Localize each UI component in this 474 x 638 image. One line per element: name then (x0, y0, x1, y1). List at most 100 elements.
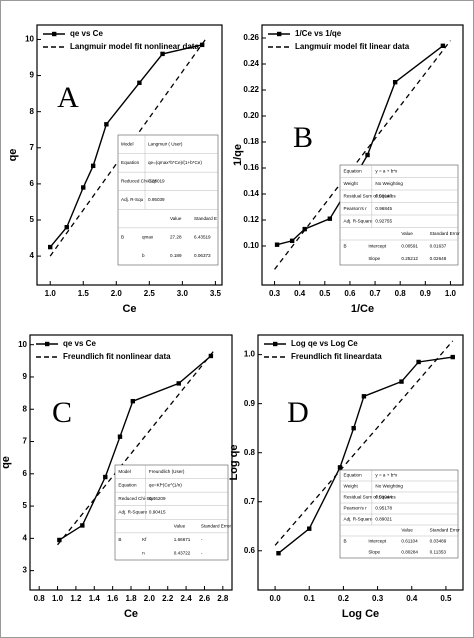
table-label: Equation (121, 160, 140, 165)
data-point (160, 51, 165, 57)
data-point (276, 551, 281, 556)
x-tick-label: 0.5 (440, 594, 452, 603)
x-tick-label: 0.8 (34, 594, 46, 603)
x-tick-label: 0.1 (304, 594, 316, 603)
y-tick-label: 5 (23, 501, 28, 510)
data-point (450, 354, 455, 360)
table-cell: 27.28 (170, 234, 182, 239)
table-cell: n (142, 550, 145, 555)
table-cell: 0.61104 (401, 539, 418, 544)
table-cell: qmax (142, 234, 154, 239)
x-tick-label: 2.2 (162, 594, 174, 603)
x-tick-label: 0.2 (338, 594, 350, 603)
legend-label: Freundlich fit lineardata (291, 352, 382, 361)
legend-marker (273, 341, 278, 347)
x-tick-label: 0.5 (319, 289, 331, 298)
table-cell: 0.03489 (430, 539, 447, 544)
legend-label: qe vs Ce (70, 29, 103, 38)
table-label: Model (118, 469, 131, 474)
legend-label: Freundlich fit nonlinear data (63, 352, 171, 361)
table-value: 0.23019 (148, 179, 165, 184)
x-tick-label: 1.2 (70, 594, 82, 603)
table-label: Equation (118, 483, 137, 488)
data-point (64, 225, 69, 230)
x-tick-label: 0.0 (270, 594, 282, 603)
table-value: No Weighting (375, 181, 403, 186)
plot-frame (257, 334, 464, 591)
data-point (81, 185, 86, 190)
legend-label: 1/Ce vs 1/qe (295, 29, 342, 38)
data-point (337, 465, 343, 470)
table-value: 0.00147 (375, 193, 392, 198)
data-point (274, 242, 280, 247)
table-value: No Weighting (375, 484, 403, 489)
data-point (117, 434, 123, 439)
table-cell: Intercept (368, 539, 387, 544)
table-cell: B (121, 234, 124, 239)
x-tick-label: 1.0 (45, 289, 57, 298)
y-tick-label: 1.0 (244, 350, 256, 359)
y-axis-label: qe (7, 149, 19, 162)
legend-label: Langmuir model fit linear data (295, 42, 410, 51)
table-cell: 1.66671 (174, 537, 191, 542)
table-cell: 0.11353 (430, 550, 447, 555)
y-tick-label: 3 (23, 566, 28, 575)
data-point (307, 526, 312, 531)
y-tick-label: 0.9 (244, 399, 256, 408)
table-label: Equation (344, 168, 363, 173)
data-point (392, 80, 398, 85)
data-point (361, 394, 367, 399)
y-tick-label: 0.12 (243, 215, 259, 224)
table-label: Adj. R-Squ (121, 197, 144, 202)
table-label: Adj. R-Square (344, 218, 373, 223)
table-label: Weight (344, 484, 359, 489)
table-cell: - (201, 537, 203, 542)
panel-label: D (287, 396, 309, 429)
table-cell: 0.80284 (401, 550, 418, 555)
table-cell: Intercept (368, 243, 387, 248)
data-point (176, 381, 181, 386)
table-cell: Kf (142, 537, 147, 542)
table-label: Reduced Chi-Sqr (121, 179, 157, 184)
table-cell: 0.189 (170, 253, 182, 258)
plot-frame (261, 24, 464, 286)
table-label: Pearson's r (344, 506, 368, 511)
fit-line (274, 340, 454, 546)
table-header: Value (174, 523, 186, 528)
x-tick-label: 2.0 (111, 289, 123, 298)
table-value: 0.95178 (375, 506, 392, 511)
table-label: Equation (344, 473, 363, 478)
fit-table (114, 464, 229, 561)
table-value: 0.92755 (375, 218, 392, 223)
x-tick-label: 2.0 (144, 594, 156, 603)
data-point (199, 42, 205, 48)
y-tick-label: 0.8 (244, 448, 256, 457)
x-tick-label: 3.0 (177, 289, 189, 298)
panel-label: B (293, 121, 313, 154)
x-tick-label: 0.8 (395, 289, 407, 298)
x-tick-label: 0.7 (370, 289, 382, 298)
legend-label: qe vs Ce (63, 339, 96, 348)
table-cell: B (344, 243, 347, 248)
data-point (130, 398, 136, 404)
panel-label: A (57, 81, 79, 114)
table-label: Adj. R-Square (118, 510, 147, 515)
x-tick-label: 0.6 (344, 289, 356, 298)
table-header: Standard Error (430, 528, 461, 533)
y-axis-label: qe (0, 456, 12, 469)
x-tick-label: 0.4 (294, 289, 306, 298)
x-tick-label: 1.0 (52, 594, 64, 603)
y-axis-label: Log qe (228, 444, 240, 480)
fit-line (57, 350, 215, 546)
data-point (440, 43, 446, 48)
data-point (365, 152, 370, 158)
y-tick-label: 5 (30, 215, 35, 224)
fit-table (117, 134, 219, 266)
y-tick-label: 9 (23, 372, 28, 381)
table-cell: - (201, 550, 203, 555)
x-tick-label: 1.4 (89, 594, 101, 603)
table-cell: 0.43722 (174, 550, 191, 555)
x-tick-label: 2.5 (144, 289, 156, 298)
table-header: Standard Error (201, 523, 232, 528)
